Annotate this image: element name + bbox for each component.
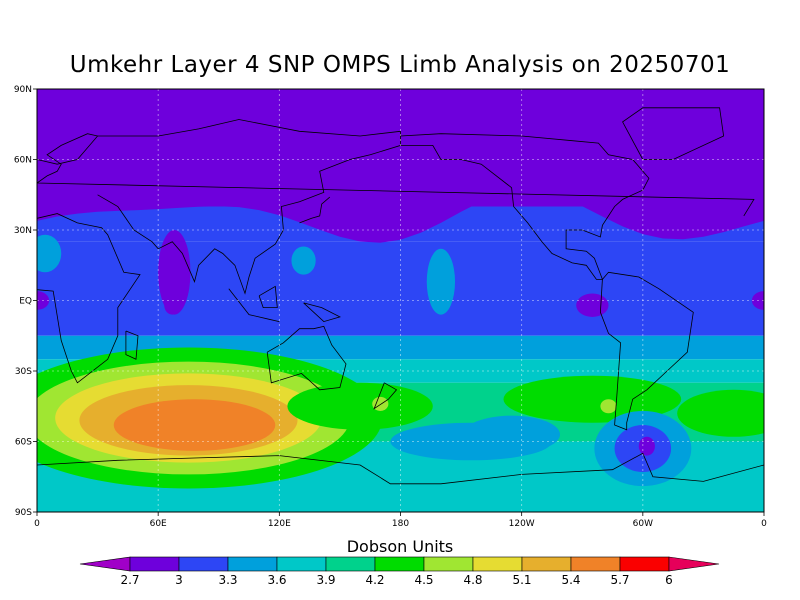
lat-label: 60N xyxy=(14,156,32,166)
coastline xyxy=(37,452,764,485)
coastline xyxy=(599,271,694,431)
colorbar-level-label: 3 xyxy=(175,573,183,587)
colorbar-title: Dobson Units xyxy=(346,537,454,556)
coastline xyxy=(37,119,401,165)
contour-region xyxy=(390,422,552,461)
coastline xyxy=(97,131,401,295)
lon-label: 180 xyxy=(392,519,409,529)
colorbar-segment xyxy=(423,556,474,572)
chart-title: Umkehr Layer 4 SNP OMPS Limb Analysis on… xyxy=(69,52,731,78)
colorbar-level-label: 6 xyxy=(665,573,673,587)
lat-label: 60S xyxy=(15,438,32,448)
contour-region xyxy=(291,246,316,275)
contour-region xyxy=(600,399,617,414)
contour-region xyxy=(113,399,276,451)
contour-region xyxy=(576,293,609,317)
colorbar-level-label: 4.5 xyxy=(414,573,433,587)
lon-label: 60W xyxy=(633,519,653,529)
colorbar-level-label: 3.6 xyxy=(267,573,286,587)
coastline xyxy=(373,382,398,410)
lat-label: 90N xyxy=(14,85,32,95)
lat-label: EQ xyxy=(19,297,32,307)
coastline xyxy=(303,302,341,323)
axis-ticks xyxy=(33,88,765,516)
lat-label: 30N xyxy=(14,226,32,236)
gridlines xyxy=(37,89,764,512)
colorbar-level-label: 2.7 xyxy=(120,573,139,587)
colorbar-level-label: 4.8 xyxy=(463,573,482,587)
colorbar-level-label: 5.7 xyxy=(610,573,629,587)
lon-label: 0 xyxy=(761,519,767,529)
colorbar-low-arrow xyxy=(79,556,131,572)
lon-label: 120E xyxy=(268,519,291,529)
coastline xyxy=(258,285,278,308)
coastline xyxy=(228,288,280,322)
colorbar-segment xyxy=(178,556,229,572)
colorbar-level-label: 4.2 xyxy=(365,573,384,587)
coastline xyxy=(37,133,755,217)
colorbar: 2.7 3 3.3 3.6 3.9 4.2 4.5 4.8 5.1 5.4 5.7 6 xyxy=(79,556,720,587)
colorbar-segment xyxy=(570,556,621,572)
colorbar-level-label: 3.3 xyxy=(218,573,237,587)
colorbar-level-label: 3.9 xyxy=(316,573,335,587)
contour-region xyxy=(638,436,655,456)
coastline xyxy=(266,325,347,391)
coastline xyxy=(400,133,650,280)
colorbar-level-label: 5.4 xyxy=(561,573,580,587)
contour-region xyxy=(37,234,62,273)
colorbar-segment xyxy=(374,556,425,572)
lat-label: 90S xyxy=(15,508,32,518)
contour-region xyxy=(426,248,456,315)
contour-region xyxy=(503,375,682,423)
colorbar-segment xyxy=(472,556,523,572)
lon-label: 60E xyxy=(150,519,167,529)
contour-region xyxy=(158,229,191,315)
lon-label: 120W xyxy=(509,519,535,529)
contour-region xyxy=(287,382,433,430)
colorbar-level-label: 5.1 xyxy=(512,573,531,587)
colorbar-segment xyxy=(619,556,670,572)
colorbar-segment xyxy=(129,556,180,572)
colorbar-segment xyxy=(325,556,376,572)
contour-region xyxy=(677,389,764,437)
contour-region xyxy=(372,396,389,411)
colorbar-segment xyxy=(227,556,278,572)
contour-region xyxy=(164,295,181,315)
coastline xyxy=(125,330,139,360)
coastline xyxy=(37,213,141,384)
colorbar-segment xyxy=(521,556,572,572)
colorbar-high-arrow xyxy=(668,556,720,572)
lat-label: 30S xyxy=(15,367,32,377)
colorbar-segment xyxy=(276,556,327,572)
coastline xyxy=(299,196,331,224)
coastlines xyxy=(37,107,764,485)
lon-label: 0 xyxy=(34,519,40,529)
